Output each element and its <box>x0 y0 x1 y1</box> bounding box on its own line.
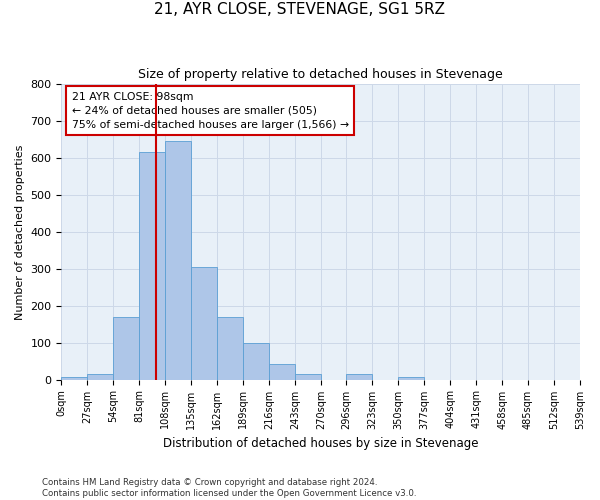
Text: Contains HM Land Registry data © Crown copyright and database right 2024.
Contai: Contains HM Land Registry data © Crown c… <box>42 478 416 498</box>
Bar <box>113 317 139 380</box>
Y-axis label: Number of detached properties: Number of detached properties <box>15 144 25 320</box>
Bar <box>243 342 269 380</box>
Bar <box>61 376 88 380</box>
Bar <box>346 374 372 380</box>
Text: 21, AYR CLOSE, STEVENAGE, SG1 5RZ: 21, AYR CLOSE, STEVENAGE, SG1 5RZ <box>155 2 445 18</box>
Bar <box>269 364 295 380</box>
X-axis label: Distribution of detached houses by size in Stevenage: Distribution of detached houses by size … <box>163 437 478 450</box>
Bar <box>88 374 113 380</box>
Bar <box>139 152 166 380</box>
Bar <box>295 374 321 380</box>
Bar <box>166 141 191 380</box>
Bar <box>191 267 217 380</box>
Title: Size of property relative to detached houses in Stevenage: Size of property relative to detached ho… <box>139 68 503 80</box>
Text: 21 AYR CLOSE: 98sqm
← 24% of detached houses are smaller (505)
75% of semi-detac: 21 AYR CLOSE: 98sqm ← 24% of detached ho… <box>72 92 349 130</box>
Bar <box>217 317 243 380</box>
Bar <box>398 377 424 380</box>
